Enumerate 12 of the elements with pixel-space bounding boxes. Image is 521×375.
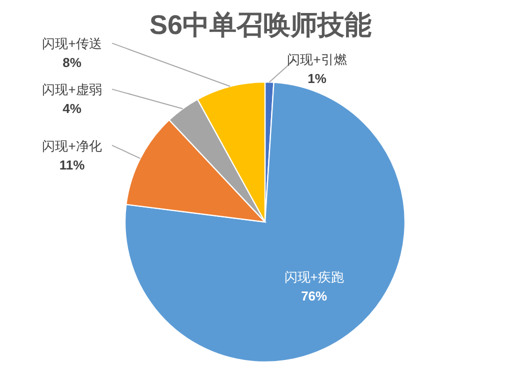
data-label: 76% [301, 288, 328, 304]
data-label: 1% [308, 71, 327, 86]
slice-label: 闪现+引燃 [287, 52, 347, 68]
slice-label: 闪现+净化 [42, 138, 102, 154]
slice-label: 闪现+传送 [42, 36, 102, 52]
data-label: 4% [62, 101, 82, 116]
slice-label: 闪现+虚弱 [42, 82, 102, 98]
pie-slice [124, 82, 406, 363]
chart-title: S6中单召唤师技能 [149, 10, 372, 40]
data-label: 11% [59, 157, 86, 172]
slice-label: 闪现+疾跑 [284, 269, 344, 284]
data-label: 8% [62, 55, 82, 70]
